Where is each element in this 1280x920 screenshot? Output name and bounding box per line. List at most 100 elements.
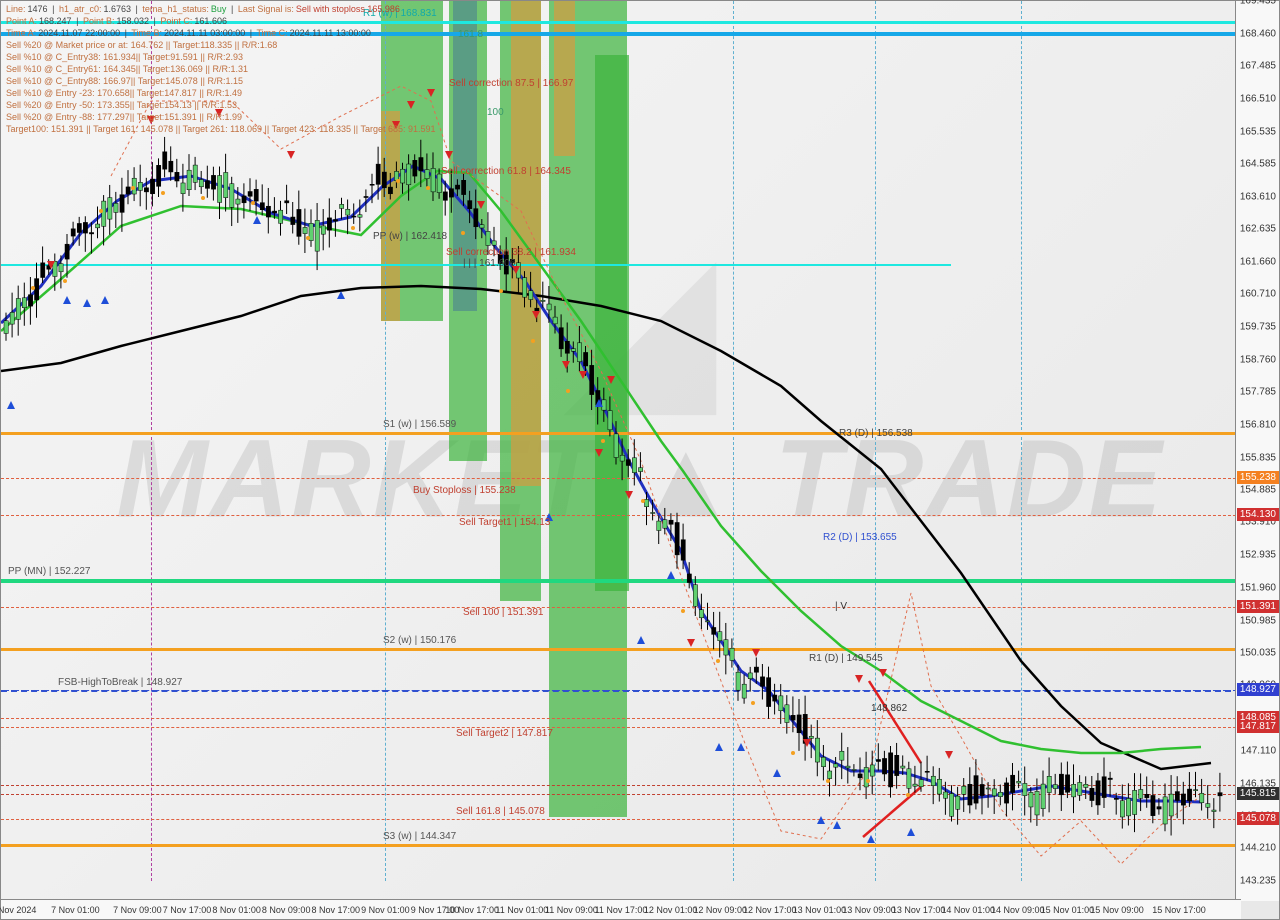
signal-dot-icon — [131, 186, 135, 190]
chart-text-label: | V — [835, 601, 847, 612]
signal-dot-icon — [499, 289, 503, 293]
chart-text-label: Sell 100 | 151.391 — [463, 607, 543, 618]
x-tick: 13 Nov 09:00 — [842, 905, 896, 915]
arrow-down-icon — [562, 361, 570, 369]
price-tag: 148.927 — [1237, 683, 1279, 696]
y-tick: 157.785 — [1240, 387, 1276, 398]
signal-dot-icon — [906, 793, 910, 797]
info-panel: Line:1476 | h1_atr_c0:1.6763 | tema_h1_s… — [6, 3, 436, 135]
x-tick: 12 Nov 09:00 — [693, 905, 747, 915]
signal-dot-icon — [31, 286, 35, 290]
arrow-up-icon — [595, 399, 603, 407]
signal-dot-icon — [751, 701, 755, 705]
chart-text-label: Sell correction 38.2 | 161.934 — [446, 247, 576, 258]
x-tick: 9 Nov 01:00 — [361, 905, 410, 915]
info-line: Line:1476 | h1_atr_c0:1.6763 | tema_h1_s… — [6, 3, 436, 15]
signal-dot-icon — [531, 339, 535, 343]
arrow-down-icon — [687, 639, 695, 647]
x-tick: 11 Nov 09:00 — [545, 905, 598, 915]
arrow-down-icon — [803, 739, 811, 747]
info-line: Sell %20 @ Market price or at: 164.762 |… — [6, 39, 436, 51]
arrow-up-icon — [773, 769, 781, 777]
y-tick: 147.110 — [1241, 745, 1276, 756]
trend-line — [869, 681, 921, 763]
arrow-down-icon — [625, 491, 633, 499]
chart-text-label: Sell correction 61.8 | 164.345 — [441, 166, 571, 177]
signal-dot-icon — [351, 226, 355, 230]
arrow-down-icon — [945, 751, 953, 759]
y-tick: 150.985 — [1240, 615, 1276, 626]
arrow-down-icon — [607, 376, 615, 384]
signal-dot-icon — [461, 231, 465, 235]
x-tick: 8 Nov 01:00 — [212, 905, 261, 915]
x-tick: 14 Nov 09:00 — [991, 905, 1045, 915]
h-line — [1, 648, 1241, 651]
arrow-up-icon — [637, 636, 645, 644]
info-line: Sell %10 @ C_Entry88: 166.97|| Target:14… — [6, 75, 436, 87]
v-line — [733, 1, 734, 881]
arrow-up-icon — [63, 296, 71, 304]
x-tick: 8 Nov 17:00 — [312, 905, 361, 915]
signal-dot-icon — [63, 279, 67, 283]
arrow-down-icon — [445, 151, 453, 159]
arrow-down-icon — [477, 201, 485, 209]
chart-plot-area[interactable]: R1 (w) | 168.831161.8S1 (w) | 156.589S2 … — [1, 1, 1241, 901]
arrow-up-icon — [817, 816, 825, 824]
signal-dot-icon — [251, 201, 255, 205]
arrow-up-icon — [715, 743, 723, 751]
price-tag: 154.130 — [1237, 508, 1279, 521]
y-tick: 154.885 — [1240, 484, 1276, 495]
arrow-up-icon — [7, 401, 15, 409]
chart-text-label: | | | 161.606 — [463, 258, 515, 269]
v-line — [1021, 1, 1022, 881]
x-tick: 13 Nov 01:00 — [793, 905, 847, 915]
price-tag: 147.817 — [1237, 720, 1279, 733]
green-zone — [595, 55, 629, 591]
y-tick: 144.210 — [1240, 843, 1276, 854]
y-tick: 152.935 — [1240, 550, 1276, 561]
y-tick: 151.960 — [1240, 582, 1276, 593]
h-line-dashed — [1, 819, 1241, 820]
y-tick: 167.485 — [1240, 61, 1276, 72]
x-tick: 12 Nov 01:00 — [644, 905, 698, 915]
y-tick: 161.660 — [1240, 257, 1276, 268]
arrow-up-icon — [737, 743, 745, 751]
signal-dot-icon — [791, 751, 795, 755]
chart-text-label: 100 — [487, 107, 504, 118]
signal-dot-icon — [681, 609, 685, 613]
x-tick: 14 Nov 01:00 — [941, 905, 995, 915]
signal-dot-icon — [866, 779, 870, 783]
price-tag: 145.078 — [1237, 812, 1279, 825]
y-tick: 155.835 — [1240, 452, 1276, 463]
h-line-dashed — [1, 785, 1241, 786]
signal-dot-icon — [641, 499, 645, 503]
x-tick: 11 Nov 01:00 — [495, 905, 548, 915]
x-tick: 7 Nov 01:00 — [51, 905, 100, 915]
x-tick: 10 Nov 17:00 — [445, 905, 499, 915]
signal-dot-icon — [426, 186, 430, 190]
h-line-dashed — [1, 727, 1241, 728]
x-tick: 6 Nov 2024 — [0, 905, 36, 915]
y-tick: 143.235 — [1240, 876, 1276, 887]
arrow-up-icon — [337, 291, 345, 299]
chart-container: ◢ MARKET ▲ TRADE R1 (w) | 168.831161.8S1… — [0, 0, 1280, 920]
x-tick: 8 Nov 09:00 — [262, 905, 311, 915]
h-line-label: S2 (w) | 150.176 — [381, 635, 458, 646]
signal-dot-icon — [161, 191, 165, 195]
h-line-label: FSB-HighToBreak | 148.927 — [56, 677, 184, 688]
h-line-dashed — [1, 718, 1241, 719]
arrow-up-icon — [907, 828, 915, 836]
info-line: Sell %20 @ Entry -88: 177.297|| Target:1… — [6, 111, 436, 123]
chart-text-label: 148.862 — [871, 703, 907, 714]
arrow-down-icon — [287, 151, 295, 159]
price-tag: 145.815 — [1237, 787, 1279, 800]
price-tag: 155.238 — [1237, 471, 1279, 484]
y-tick: 156.810 — [1240, 420, 1276, 431]
y-tick: 168.460 — [1240, 28, 1276, 39]
chart-text-label: PP (w) | 162.418 — [373, 231, 447, 242]
chart-text-label: Sell Target1 | 154.13 — [459, 517, 550, 528]
info-line: Sell %10 @ Entry -23: 170.658|| Target:1… — [6, 87, 436, 99]
h-line-dashed — [1, 478, 1241, 479]
arrow-up-icon — [253, 216, 261, 224]
arrow-up-icon — [83, 299, 91, 307]
